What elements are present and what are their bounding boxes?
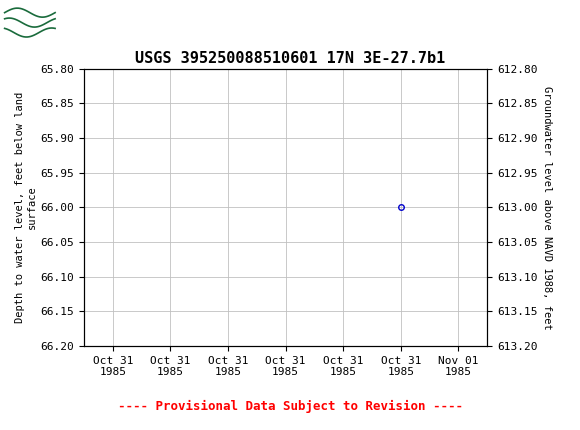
Text: USGS 395250088510601 17N 3E-27.7b1: USGS 395250088510601 17N 3E-27.7b1: [135, 51, 445, 65]
Y-axis label: Groundwater level above NAVD 1988, feet: Groundwater level above NAVD 1988, feet: [542, 86, 552, 329]
Text: ---- Provisional Data Subject to Revision ----: ---- Provisional Data Subject to Revisio…: [118, 400, 462, 413]
Text: USGS: USGS: [61, 12, 129, 33]
Y-axis label: Depth to water level, feet below land
surface: Depth to water level, feet below land su…: [15, 92, 37, 323]
Bar: [3, 3, 58, 42]
